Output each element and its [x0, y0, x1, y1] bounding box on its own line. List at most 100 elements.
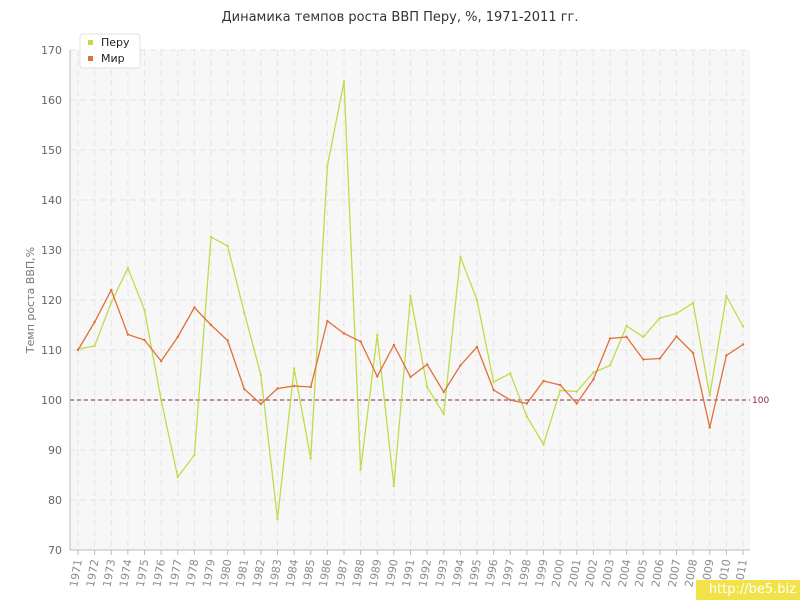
- x-tick-label: 2005: [633, 558, 651, 588]
- data-point: [658, 316, 662, 320]
- data-point: [558, 383, 562, 387]
- x-tick-label: 2003: [599, 558, 617, 588]
- series-lines: [76, 80, 745, 521]
- x-tick-label: 2000: [549, 558, 567, 588]
- x-tick-label: 2002: [583, 558, 601, 588]
- y-axis-title: Темп роста ВВП,%: [24, 247, 37, 354]
- data-point: [642, 358, 645, 361]
- y-tick-label: 170: [41, 44, 62, 57]
- data-point: [126, 266, 130, 270]
- data-point: [675, 335, 678, 338]
- data-point: [525, 415, 529, 418]
- data-point: [642, 335, 645, 339]
- x-tick-label: 1990: [383, 558, 401, 588]
- data-point: [159, 398, 163, 402]
- axes: [69, 50, 750, 555]
- data-point: [725, 354, 728, 357]
- data-point: [143, 338, 146, 342]
- data-point: [359, 340, 362, 343]
- x-tick-label: 1983: [267, 558, 285, 588]
- data-point: [675, 312, 678, 315]
- x-tick-label: 1973: [101, 558, 119, 588]
- data-point: [193, 306, 196, 309]
- x-tick-label: 1993: [433, 558, 451, 588]
- x-tick-label: 1972: [84, 558, 102, 588]
- legend-label: Перу: [101, 36, 130, 49]
- x-tick-labels: 1971197219731974197519761977197819791980…: [67, 558, 750, 588]
- y-tick-label: 150: [41, 144, 62, 157]
- data-point: [492, 388, 495, 392]
- data-point: [409, 375, 412, 379]
- x-tick-label: 1994: [450, 558, 468, 588]
- data-point: [309, 457, 312, 460]
- x-tick-label: 1977: [167, 558, 185, 588]
- data-point: [292, 384, 296, 388]
- data-point: [575, 402, 578, 405]
- y-tick-label: 110: [41, 344, 62, 357]
- x-tick-label: 1984: [283, 558, 301, 588]
- y-tick-label: 80: [48, 494, 62, 507]
- data-point: [76, 348, 80, 352]
- data-point: [93, 344, 96, 348]
- data-point: [558, 389, 562, 392]
- data-point: [442, 390, 445, 394]
- data-point: [475, 298, 479, 302]
- x-tick-label: 1992: [416, 558, 434, 588]
- data-point: [359, 468, 362, 471]
- data-point: [376, 375, 379, 378]
- x-tick-label: 1989: [367, 558, 385, 588]
- data-point: [243, 311, 246, 314]
- x-tick-label: 1974: [117, 558, 135, 588]
- reference-line-group: 100: [70, 396, 769, 406]
- data-point: [226, 244, 229, 248]
- data-point: [741, 343, 745, 346]
- data-point: [459, 364, 462, 367]
- x-tick-label: 1996: [483, 558, 501, 588]
- x-tick-label: 1979: [200, 558, 218, 588]
- data-point: [708, 394, 711, 397]
- x-tick-label: 1991: [400, 558, 418, 588]
- y-tick-label: 130: [41, 244, 62, 257]
- data-point: [708, 426, 711, 429]
- data-point: [243, 387, 246, 391]
- y-tick-label: 70: [48, 544, 62, 557]
- x-tick-label: 2008: [682, 558, 700, 588]
- data-point: [376, 333, 379, 337]
- x-tick-label: 1981: [234, 558, 252, 588]
- data-point: [691, 351, 695, 355]
- y-tick-label: 160: [41, 94, 62, 107]
- x-tick-label: 1985: [300, 558, 318, 588]
- data-point: [442, 412, 445, 416]
- data-point: [392, 484, 396, 488]
- data-point: [110, 301, 113, 304]
- x-tick-label: 2001: [566, 558, 584, 588]
- data-point: [525, 402, 529, 405]
- chart-title: Динамика темпов роста ВВП Перу, %, 1971-…: [221, 10, 578, 25]
- y-tick-label: 90: [48, 444, 62, 457]
- reference-line-label: 100: [752, 396, 769, 406]
- x-tick-label: 1971: [67, 558, 85, 588]
- x-tick-label: 2007: [666, 558, 684, 588]
- x-tick-label: 1998: [516, 558, 534, 588]
- data-point: [425, 363, 429, 366]
- data-point: [110, 288, 113, 292]
- data-point: [542, 379, 545, 383]
- data-point: [575, 390, 578, 393]
- data-point: [592, 371, 595, 374]
- y-tick-label: 100: [41, 394, 62, 407]
- data-point: [741, 325, 745, 328]
- data-point: [259, 402, 263, 406]
- watermark: http://be5.biz: [696, 580, 800, 600]
- data-point: [342, 80, 346, 83]
- data-point: [608, 337, 612, 340]
- legend-label: Мир: [101, 52, 125, 65]
- data-point: [93, 320, 96, 324]
- x-tick-label: 1978: [184, 558, 202, 588]
- x-tick-label: 1999: [533, 558, 551, 588]
- x-tick-label: 1975: [134, 558, 152, 588]
- data-point: [159, 359, 163, 363]
- data-point: [475, 345, 479, 349]
- x-tick-label: 1976: [150, 558, 168, 588]
- y-tick-label: 140: [41, 194, 62, 207]
- data-point: [176, 335, 179, 339]
